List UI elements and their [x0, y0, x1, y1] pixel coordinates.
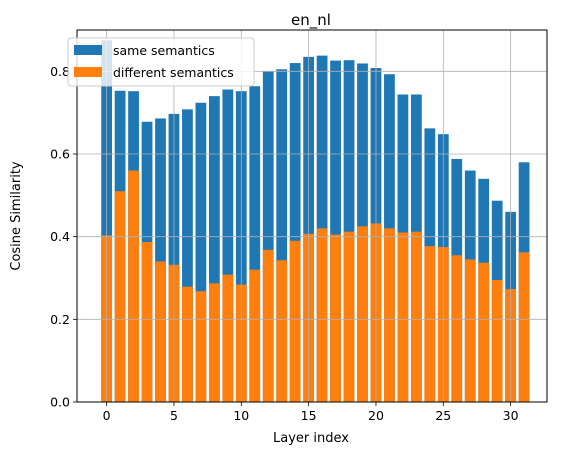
- bar-different-semantics-3: [141, 242, 153, 402]
- bar-different-semantics-8: [208, 283, 220, 402]
- legend-swatch-different-semantics: [74, 67, 102, 77]
- legend-swatch-same-semantics: [74, 45, 102, 55]
- bar-different-semantics-7: [195, 291, 207, 402]
- bar-different-semantics-31: [518, 252, 530, 402]
- bar-different-semantics-26: [451, 255, 463, 402]
- bar-different-semantics-28: [478, 262, 490, 402]
- y-tick-label-0.4: 0.4: [50, 229, 70, 244]
- y-tick-label-0: 0.0: [50, 395, 70, 410]
- bar-different-semantics-4: [155, 261, 166, 402]
- bar-different-semantics-18: [343, 231, 355, 402]
- chart-title: en_nl: [291, 11, 331, 30]
- ticks-layer: 0 5 10 15 20 25 30 0.0 0.2 0.4 0.6 0.8: [50, 64, 519, 423]
- bar-same-semantics-6: [182, 109, 193, 403]
- bar-same-semantics-9: [222, 89, 234, 403]
- bar-different-semantics-19: [357, 226, 368, 402]
- legend-box: [67, 37, 255, 87]
- legend-label-same-semantics: same semantics: [113, 43, 215, 58]
- x-tick-label-25: 25: [435, 408, 451, 423]
- bar-different-semantics-2: [128, 170, 139, 402]
- bar-same-semantics-13: [276, 69, 288, 403]
- bar-different-semantics-21: [384, 228, 395, 402]
- bar-different-semantics-17: [330, 234, 341, 402]
- x-tick-label-10: 10: [233, 408, 249, 423]
- bar-different-semantics-24: [424, 246, 436, 402]
- bar-same-semantics-18: [343, 60, 355, 402]
- y-tick-label-0.2: 0.2: [50, 312, 70, 327]
- bar-different-semantics-13: [276, 260, 288, 402]
- x-tick-label-0: 0: [103, 408, 111, 423]
- bar-same-semantics-7: [195, 102, 207, 402]
- bar-different-semantics-29: [491, 280, 503, 402]
- bar-same-semantics-8: [208, 96, 220, 402]
- x-tick-label-20: 20: [368, 408, 384, 423]
- legend: same semantics different semantics: [67, 37, 255, 87]
- bar-different-semantics-6: [182, 286, 193, 402]
- x-axis-label: Layer index: [273, 431, 349, 446]
- bar-different-semantics-23: [410, 231, 422, 402]
- bar-different-semantics-27: [464, 259, 476, 402]
- y-tick-label-0.6: 0.6: [50, 147, 70, 162]
- bar-different-semantics-22: [397, 232, 409, 402]
- bar-different-semantics-1: [114, 191, 126, 402]
- bar-same-semantics-14: [289, 63, 301, 403]
- x-tick-label-30: 30: [503, 408, 519, 423]
- bar-different-semantics-16: [316, 228, 328, 402]
- legend-label-different-semantics: different semantics: [113, 65, 234, 80]
- bar-different-semantics-9: [222, 274, 234, 402]
- x-tick-label-5: 5: [170, 408, 178, 423]
- bar-different-semantics-12: [262, 249, 274, 402]
- x-tick-label-15: 15: [301, 408, 317, 423]
- bars-layer: [101, 40, 530, 403]
- plot-frame: [76, 29, 548, 403]
- bar-different-semantics-11: [249, 269, 261, 402]
- bar-same-semantics-11: [249, 86, 261, 403]
- bar-different-semantics-14: [289, 240, 301, 402]
- y-tick-label-0.8: 0.8: [50, 64, 70, 79]
- y-axis-label: Cosine Similarity: [9, 161, 24, 271]
- bar-same-semantics-17: [330, 60, 341, 402]
- bar-same-semantics-4: [155, 118, 166, 402]
